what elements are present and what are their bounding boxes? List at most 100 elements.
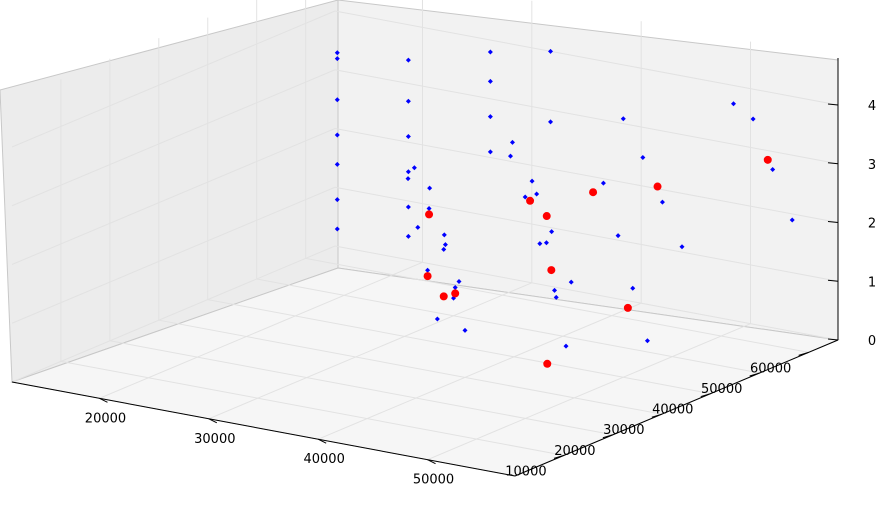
data-point-red — [542, 212, 551, 221]
y-axis-line — [514, 339, 839, 477]
data-point-blue — [425, 267, 431, 273]
z-tick-label: 1 — [868, 275, 876, 290]
y-tick-label: 60000 — [750, 361, 791, 376]
data-point-blue — [405, 233, 411, 239]
y-gridline-floor — [305, 257, 809, 353]
x-gridline-floor — [99, 261, 423, 399]
data-points — [334, 48, 795, 368]
y-gridline-floor — [207, 299, 711, 395]
y-gridline-floor — [60, 360, 565, 456]
z-tick-mark — [827, 221, 839, 223]
y-gridline-floor — [158, 319, 662, 415]
data-point-blue — [770, 167, 776, 173]
grid — [11, 0, 839, 461]
z-gridline-left — [11, 186, 336, 324]
x-axis-line — [11, 381, 516, 477]
data-point-red — [543, 359, 552, 368]
data-point-red — [589, 188, 598, 197]
data-point-blue — [507, 153, 513, 159]
x-tick-mark — [99, 397, 108, 403]
z-gridline-left — [11, 245, 336, 383]
data-point-blue — [334, 226, 340, 232]
data-point-red — [763, 155, 772, 164]
data-point-blue — [405, 133, 411, 139]
x-gridline-floor — [208, 282, 533, 420]
data-point-blue — [529, 178, 535, 184]
data-point-blue — [487, 49, 493, 55]
data-point-red — [425, 210, 434, 219]
data-point-blue — [549, 229, 555, 235]
data-point-blue — [441, 232, 447, 238]
data-point-blue — [405, 204, 411, 210]
y-tick-label: 40000 — [652, 403, 693, 418]
z-gridline-right — [334, 69, 839, 165]
y-tick-mark — [700, 393, 711, 398]
y-tick-mark — [749, 372, 760, 377]
y-axis-ticks: 10000 20000 30000 40000 50000 60000 — [505, 351, 809, 479]
x-tick-label: 50000 — [413, 473, 454, 488]
z-gridline-right — [334, 10, 839, 106]
data-point-blue — [334, 50, 340, 56]
data-point-blue — [615, 233, 621, 239]
data-point-blue — [644, 338, 650, 344]
y-tick-label: 20000 — [554, 444, 595, 459]
z-gridline-right — [334, 245, 839, 341]
data-point-red — [423, 272, 432, 281]
y-gridline-floor — [109, 340, 613, 436]
data-point-blue — [452, 285, 458, 291]
data-point-blue — [415, 224, 421, 230]
data-point-blue — [731, 101, 737, 107]
z-gridline-right — [334, 186, 839, 282]
data-point-blue — [442, 242, 448, 248]
data-point-blue — [534, 191, 540, 197]
data-point-blue — [553, 294, 559, 300]
data-point-blue — [640, 154, 646, 160]
data-point-blue — [427, 185, 433, 191]
data-point-red — [451, 289, 460, 298]
data-point-blue — [334, 97, 340, 103]
y-tick-mark — [553, 454, 565, 459]
data-point-blue — [441, 246, 447, 252]
z-gridline-left — [11, 128, 336, 265]
data-point-blue — [568, 279, 574, 285]
data-point-blue — [487, 149, 493, 155]
x-tick-mark — [208, 418, 218, 424]
x-gridline-floor — [317, 302, 642, 440]
data-point-blue — [426, 206, 432, 212]
data-point-blue — [750, 116, 756, 122]
data-point-blue — [537, 241, 543, 247]
data-point-red — [623, 303, 632, 312]
data-point-blue — [334, 161, 340, 167]
x-tick-mark — [317, 438, 327, 444]
y-tick-label: 30000 — [603, 423, 644, 438]
x-axis-ticks: 20000 30000 40000 50000 — [85, 397, 454, 488]
y-tick-label: 10000 — [505, 464, 546, 479]
data-point-blue — [679, 244, 685, 250]
data-point-red — [653, 182, 662, 191]
y-gridline-floor — [256, 278, 760, 374]
data-point-red — [547, 266, 556, 275]
data-point-blue — [543, 240, 549, 246]
data-point-blue — [405, 169, 411, 175]
data-point-blue — [487, 78, 493, 84]
data-point-blue — [630, 285, 636, 291]
z-tick-mark — [827, 103, 839, 106]
x-tick-mark — [427, 459, 436, 465]
z-tick-label: 0 — [868, 334, 876, 349]
z-tick-label: 3 — [868, 158, 876, 173]
x-tick-label: 20000 — [85, 411, 126, 426]
y-tick-mark — [798, 351, 809, 356]
z-tick-mark — [827, 338, 839, 341]
data-point-blue — [548, 48, 554, 54]
data-point-blue — [509, 139, 515, 145]
data-point-blue — [411, 165, 417, 171]
data-point-blue — [789, 217, 795, 223]
data-point-red — [526, 196, 535, 205]
data-point-blue — [456, 279, 462, 285]
data-point-blue — [620, 116, 626, 122]
y-tick-mark — [651, 413, 662, 418]
z-tick-mark — [827, 279, 839, 282]
data-point-blue — [548, 119, 554, 125]
y-tick-label: 50000 — [701, 382, 742, 397]
